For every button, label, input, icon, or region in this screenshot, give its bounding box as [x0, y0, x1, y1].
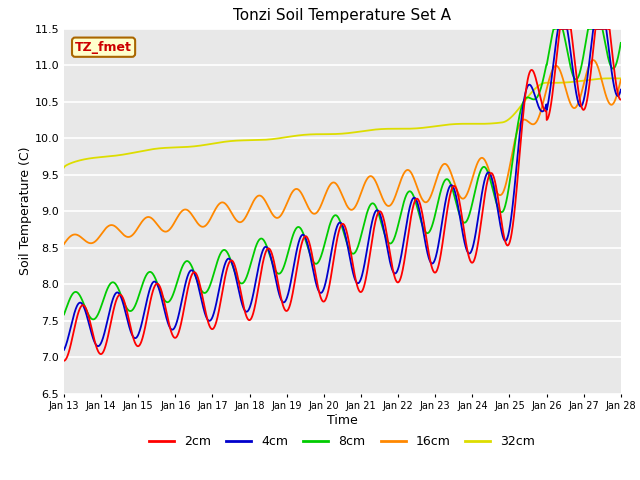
- Legend: 2cm, 4cm, 8cm, 16cm, 32cm: 2cm, 4cm, 8cm, 16cm, 32cm: [145, 430, 540, 453]
- X-axis label: Time: Time: [327, 414, 358, 427]
- Text: TZ_fmet: TZ_fmet: [75, 41, 132, 54]
- Title: Tonzi Soil Temperature Set A: Tonzi Soil Temperature Set A: [234, 9, 451, 24]
- Y-axis label: Soil Temperature (C): Soil Temperature (C): [19, 147, 32, 276]
